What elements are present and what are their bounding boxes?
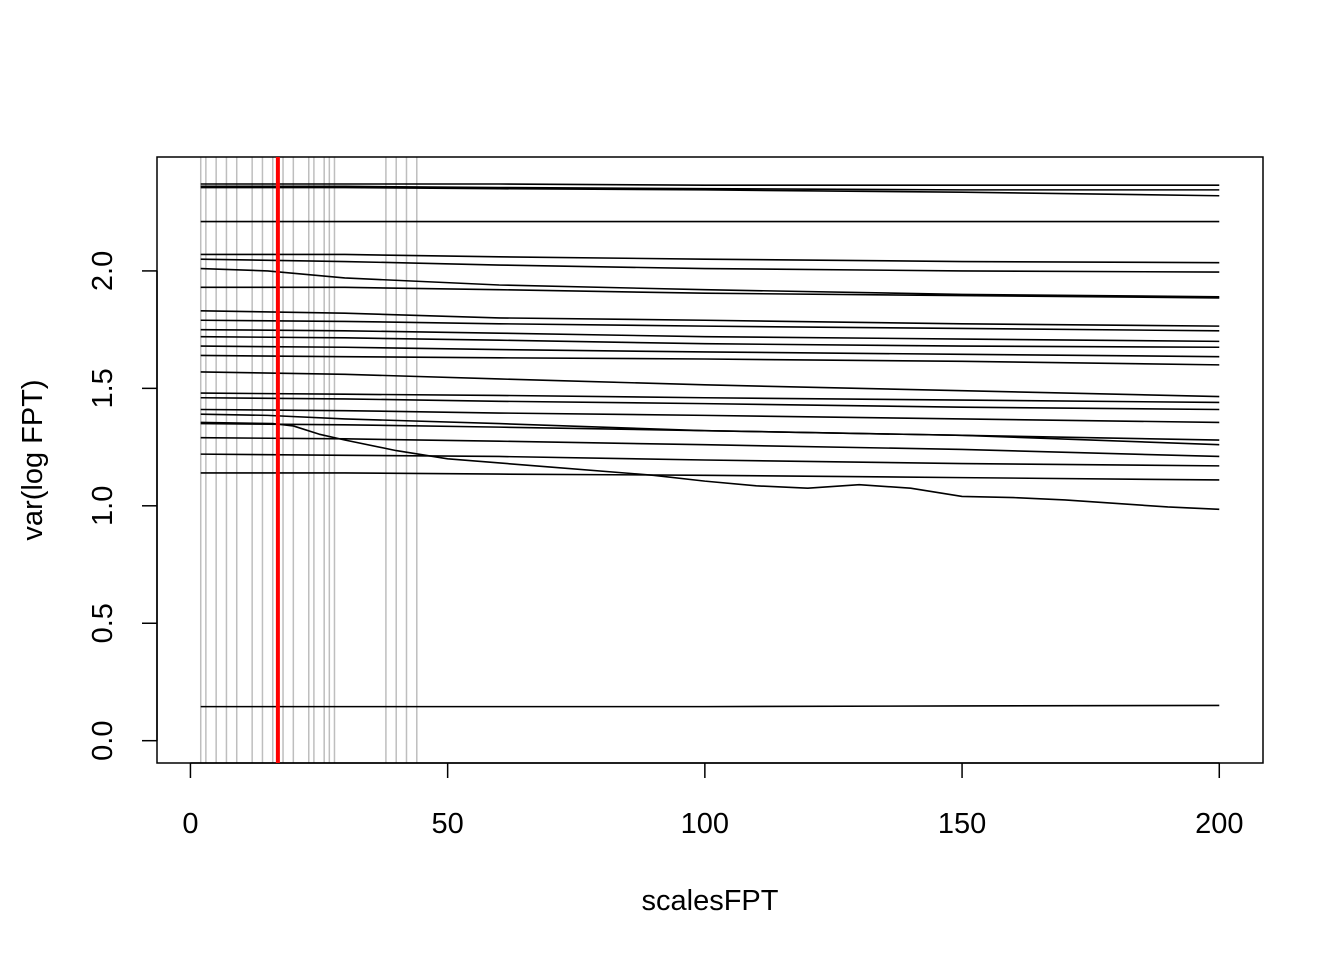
series-line-13	[200, 354, 1220, 366]
series-line-5	[200, 258, 1220, 273]
y-axis-title: var(log FPT)	[17, 379, 49, 540]
y-tick-label-4: 2.0	[87, 251, 119, 291]
series-lines	[200, 183, 1220, 708]
y-tick-label-1: 0.5	[87, 603, 119, 643]
series-line-10	[200, 328, 1220, 343]
y-tick-label-3: 1.5	[87, 368, 119, 408]
series-line-15	[200, 392, 1220, 404]
series-line-18	[200, 413, 1220, 441]
series-line-9	[200, 319, 1220, 332]
x-tick-label-4: 200	[1195, 808, 1243, 840]
series-line-1	[200, 185, 1220, 191]
series-line-23	[200, 421, 1220, 511]
series-line-8	[200, 310, 1220, 327]
y-tick-label-2: 1.0	[87, 486, 119, 526]
series-line-4	[200, 253, 1220, 264]
x-axis-title: scalesFPT	[642, 885, 779, 917]
x-tick-label-2: 100	[681, 808, 729, 840]
series-line-2	[200, 186, 1220, 197]
y-axis: 0.0 0.5 1.0 1.5 2.0	[87, 251, 158, 761]
vertical-reference-lines	[199, 157, 418, 763]
x-axis: 0 50 100 150 200	[182, 762, 1243, 840]
series-line-24	[200, 704, 1220, 708]
series-line-16	[200, 396, 1220, 411]
series-line-19	[200, 422, 1220, 446]
series-line-22	[200, 472, 1220, 481]
x-tick-label-0: 0	[182, 808, 198, 840]
series-line-6	[200, 267, 1220, 298]
series-line-0	[200, 183, 1220, 186]
series-line-11	[200, 335, 1220, 349]
series-line-14	[200, 371, 1220, 398]
series-line-7	[200, 286, 1220, 299]
series-line-12	[200, 345, 1220, 358]
x-tick-label-3: 150	[938, 808, 986, 840]
series-line-21	[200, 453, 1220, 467]
series-line-20	[200, 436, 1220, 458]
x-tick-label-1: 50	[432, 808, 464, 840]
y-tick-label-0: 0.0	[87, 721, 119, 761]
series-line-17	[200, 408, 1220, 424]
